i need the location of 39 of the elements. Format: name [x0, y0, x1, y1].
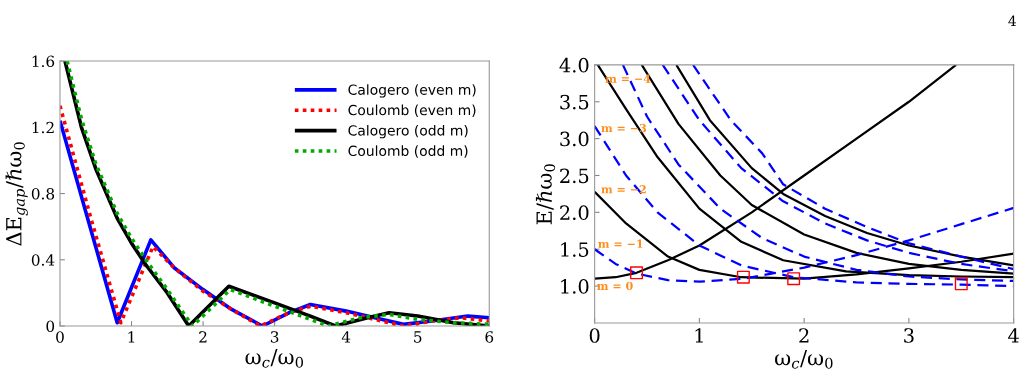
- y-tick-label: 2.0: [560, 205, 589, 221]
- y-tick-label: 1.0: [561, 279, 589, 294]
- y-tick-label: 0.4: [31, 254, 55, 266]
- x-tick-label: 0: [589, 328, 600, 343]
- x-tick-label: 1: [695, 328, 703, 343]
- x-tick-label: 3: [904, 328, 914, 343]
- y-tick-label: 2.5: [560, 168, 589, 184]
- legend-label: Calogero (even m): [348, 84, 476, 98]
- y-tick-label: 0: [46, 320, 55, 333]
- annotation: m = −1: [598, 239, 643, 248]
- legend-label: Coulomb (even m): [348, 104, 476, 117]
- x-tick-label: 4: [341, 331, 351, 343]
- x-tick-label: 3: [270, 331, 279, 343]
- legend-label: Coulomb (odd m): [348, 145, 468, 158]
- y-tick-label: 3.0: [560, 131, 589, 147]
- y-tick-label: 3.5: [560, 94, 589, 110]
- point: [736, 270, 750, 284]
- annotation: m = 0: [597, 281, 633, 291]
- x-tick-label: 1: [128, 331, 135, 343]
- y-tick-label: 0.8: [31, 188, 55, 200]
- point: [787, 272, 801, 286]
- x-axis-title: ω$_{c}$/ω$_{0}$: [775, 350, 833, 369]
- x-tick-label: 5: [414, 331, 422, 343]
- y-axis-title: E/ℏω$_{0}$: [535, 164, 556, 225]
- y-tick-label: 1.2: [32, 121, 54, 134]
- point: [630, 266, 644, 280]
- y-tick-label: 1.6: [32, 55, 55, 68]
- x-axis-title: ω$_{c}$/ω$_{0}$: [245, 349, 304, 368]
- x-tick-label: 4: [1008, 328, 1019, 343]
- text: 4: [1008, 15, 1017, 26]
- y-axis-title: ΔE$_{gap}$/ℏω$_{0}$: [5, 142, 28, 246]
- x-tick-label: 0: [56, 331, 64, 343]
- y-tick-label: 4.0: [559, 57, 589, 73]
- point: [954, 277, 968, 291]
- x-tick-label: 6: [485, 331, 494, 343]
- x-tick-label: 2: [199, 331, 207, 343]
- legend-label: Calogero (odd m): [348, 124, 468, 139]
- y-tick-label: 1.5: [561, 242, 589, 257]
- x-tick-label: 2: [799, 328, 809, 343]
